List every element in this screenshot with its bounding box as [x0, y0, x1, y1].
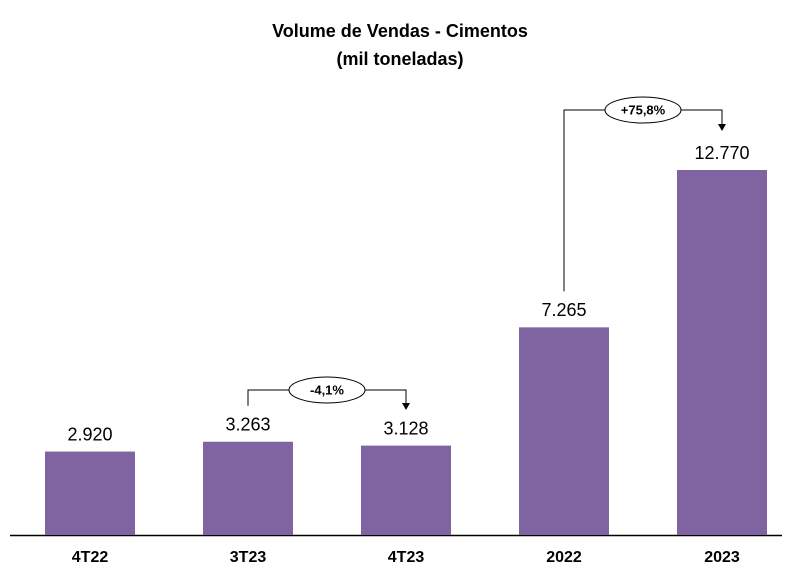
value-label: 3.128 — [383, 418, 428, 438]
bar — [361, 445, 451, 535]
arrow-head — [718, 124, 726, 131]
x-tick-label: 3T23 — [230, 549, 267, 566]
value-label: 3.263 — [225, 414, 270, 434]
x-tick-label: 2023 — [704, 549, 740, 566]
x-tick-label: 2022 — [546, 549, 582, 566]
annotation: +75,8% — [621, 102, 666, 117]
annotation-bubble — [288, 376, 366, 404]
value-label: 7.265 — [541, 300, 586, 320]
bar — [519, 327, 609, 535]
arrow-head — [402, 403, 410, 410]
x-tick-label: 4T22 — [72, 549, 109, 566]
chart-subtitle: (mil toneladas) — [336, 49, 463, 69]
x-tick-label: 4T23 — [388, 549, 425, 566]
annotation-bubble — [604, 96, 682, 124]
value-label: 12.770 — [694, 143, 749, 163]
bar — [45, 451, 135, 535]
bar — [677, 170, 767, 535]
chart-title: Volume de Vendas - Cimentos — [272, 21, 528, 41]
value-label: 2.920 — [67, 424, 112, 444]
bar — [203, 441, 293, 535]
annotation: -4,1% — [310, 382, 344, 397]
